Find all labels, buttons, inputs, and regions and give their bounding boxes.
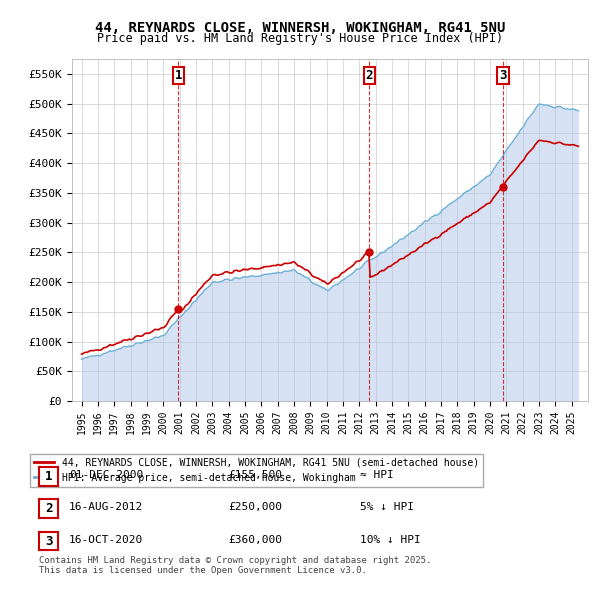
- Text: ≈ HPI: ≈ HPI: [360, 470, 394, 480]
- Text: 16-OCT-2020: 16-OCT-2020: [69, 535, 143, 545]
- Text: 2: 2: [366, 69, 373, 82]
- Text: 16-AUG-2012: 16-AUG-2012: [69, 503, 143, 512]
- Legend: 44, REYNARDS CLOSE, WINNERSH, WOKINGHAM, RG41 5NU (semi-detached house), HPI: Av: 44, REYNARDS CLOSE, WINNERSH, WOKINGHAM,…: [31, 454, 482, 487]
- Text: 1: 1: [45, 470, 52, 483]
- Text: 2: 2: [45, 502, 52, 515]
- Text: 5% ↓ HPI: 5% ↓ HPI: [360, 503, 414, 512]
- Text: £155,500: £155,500: [228, 470, 282, 480]
- Text: Price paid vs. HM Land Registry's House Price Index (HPI): Price paid vs. HM Land Registry's House …: [97, 32, 503, 45]
- Text: 1: 1: [175, 69, 182, 82]
- Text: 10% ↓ HPI: 10% ↓ HPI: [360, 535, 421, 545]
- Text: Contains HM Land Registry data © Crown copyright and database right 2025.
This d: Contains HM Land Registry data © Crown c…: [39, 556, 431, 575]
- Text: £360,000: £360,000: [228, 535, 282, 545]
- Text: 01-DEC-2000: 01-DEC-2000: [69, 470, 143, 480]
- Text: 3: 3: [499, 69, 506, 82]
- Text: 3: 3: [45, 535, 52, 548]
- Text: £250,000: £250,000: [228, 503, 282, 512]
- Text: 44, REYNARDS CLOSE, WINNERSH, WOKINGHAM, RG41 5NU: 44, REYNARDS CLOSE, WINNERSH, WOKINGHAM,…: [95, 21, 505, 35]
